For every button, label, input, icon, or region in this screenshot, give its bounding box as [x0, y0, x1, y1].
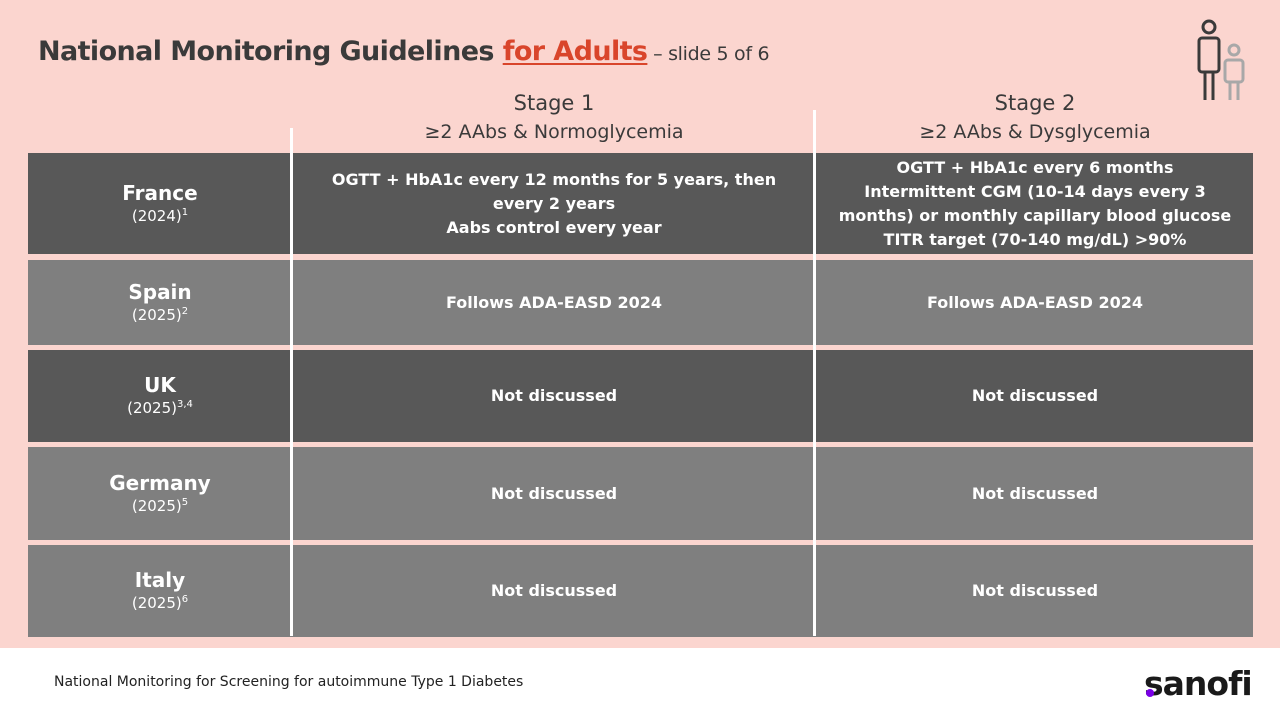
reference-number: 3,4 — [176, 399, 193, 410]
stage2-text: Intermittent CGM (10-14 days every 3 mon… — [838, 181, 1232, 225]
country-cell: Italy (2025)6 — [28, 545, 292, 637]
footer-text: National Monitoring for Screening for au… — [54, 674, 524, 690]
country-name: France — [122, 180, 198, 205]
stage1-text: Follows ADA-EASD 2024 — [445, 292, 662, 312]
stage1-text: OGTT + HbA1c every 12 months for 5 years… — [331, 169, 777, 213]
stage1-cell: Not discussed — [293, 350, 815, 442]
stage1-cell: Not discussed — [293, 545, 815, 637]
stage2-cell: OGTT + HbA1c every 6 months Intermittent … — [817, 153, 1253, 254]
year-text: (2025) — [127, 399, 177, 417]
logo-dot — [1146, 689, 1154, 697]
country-name: Italy — [134, 568, 186, 592]
country-year: (2025)3,4 — [127, 397, 193, 419]
country-cell: France (2024)1 — [28, 153, 292, 254]
country-year: (2025)6 — [132, 592, 188, 614]
reference-number: 1 — [181, 206, 189, 218]
year-text: (2025) — [131, 594, 182, 612]
stage-1-description: ≥2 AAbs & Normoglycemia — [424, 121, 684, 143]
country-year: (2025)2 — [132, 304, 188, 326]
stage2-text: Follows ADA-EASD 2024 — [926, 292, 1143, 312]
stage-2-header: Stage 2 ≥2 AAbs & Dysglycemia — [817, 88, 1253, 146]
table-row: Germany (2025)5 Not discussed Not discussed — [28, 447, 1253, 540]
stage2-text: OGTT + HbA1c every 6 months — [896, 157, 1174, 177]
stage1-text: Not discussed — [490, 386, 618, 405]
slide-title: National Monitoring Guidelines for Adult… — [38, 36, 770, 67]
country-name: UK — [144, 373, 176, 397]
stage2-text: Not discussed — [971, 483, 1099, 503]
stage1-text: Not discussed — [490, 581, 618, 600]
country-year: (2025)5 — [132, 495, 188, 517]
stage-2-name: Stage 2 — [994, 91, 1076, 115]
title-main: National Monitoring Guidelines — [38, 36, 503, 67]
reference-number: 5 — [181, 496, 189, 508]
reference-number: 2 — [181, 305, 189, 317]
stage1-text: Not discussed — [490, 483, 618, 503]
title-accent: for Adults — [502, 36, 648, 67]
stage1-cell: Follows ADA-EASD 2024 — [293, 260, 815, 345]
table-row: UK (2025)3,4 Not discussed Not discussed — [28, 350, 1253, 442]
stage1-text: Aabs control every year — [446, 217, 662, 237]
sanofi-logo: sanofi — [1144, 664, 1253, 703]
year-text: (2024) — [131, 206, 182, 225]
year-text: (2025) — [131, 305, 182, 324]
column-divider-2 — [813, 110, 816, 636]
stage-2-description: ≥2 AAbs & Dysglycemia — [919, 121, 1151, 143]
year-text: (2025) — [131, 496, 182, 515]
adult-and-child-icon — [1197, 19, 1245, 100]
stage2-text: Not discussed — [971, 386, 1099, 405]
stage-1-header: Stage 1 ≥2 AAbs & Normoglycemia — [294, 88, 814, 146]
stage-1-name: Stage 1 — [513, 91, 595, 115]
country-cell: Germany (2025)5 — [28, 447, 292, 540]
stage2-cell: Not discussed — [817, 350, 1253, 442]
title-subtitle: – slide 5 of 6 — [647, 43, 770, 65]
reference-number: 6 — [181, 594, 189, 605]
stage2-cell: Follows ADA-EASD 2024 — [817, 260, 1253, 345]
table-row: France (2024)1 OGTT + HbA1c every 12 month… — [28, 153, 1253, 254]
country-name: Germany — [109, 470, 211, 495]
table-row: Italy (2025)6 Not discussed Not discussed — [28, 545, 1253, 637]
country-year: (2024)1 — [132, 205, 188, 227]
country-cell: UK (2025)3,4 — [28, 350, 292, 442]
stage2-text: TITR target (70-140 mg/dL) >90% — [883, 229, 1187, 249]
stage1-cell: OGTT + HbA1c every 12 months for 5 years… — [293, 153, 815, 254]
stage1-cell: Not discussed — [293, 447, 815, 540]
country-cell: Spain (2025)2 — [28, 260, 292, 345]
stage2-cell: Not discussed — [817, 545, 1253, 637]
table-row: Spain (2025)2 Follows ADA-EASD 2024 Follows… — [28, 260, 1253, 345]
country-name: Spain — [128, 279, 192, 304]
stage2-cell: Not discussed — [817, 447, 1253, 540]
stage2-text: Not discussed — [971, 581, 1099, 600]
column-divider-1 — [290, 128, 293, 636]
